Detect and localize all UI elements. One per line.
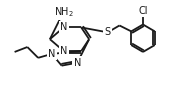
- Text: N: N: [60, 22, 67, 32]
- Text: NH$_2$: NH$_2$: [54, 5, 73, 19]
- Text: N: N: [60, 46, 67, 56]
- Text: S: S: [105, 27, 111, 37]
- Text: N: N: [74, 58, 81, 68]
- Text: N: N: [48, 49, 56, 59]
- Text: Cl: Cl: [138, 6, 148, 16]
